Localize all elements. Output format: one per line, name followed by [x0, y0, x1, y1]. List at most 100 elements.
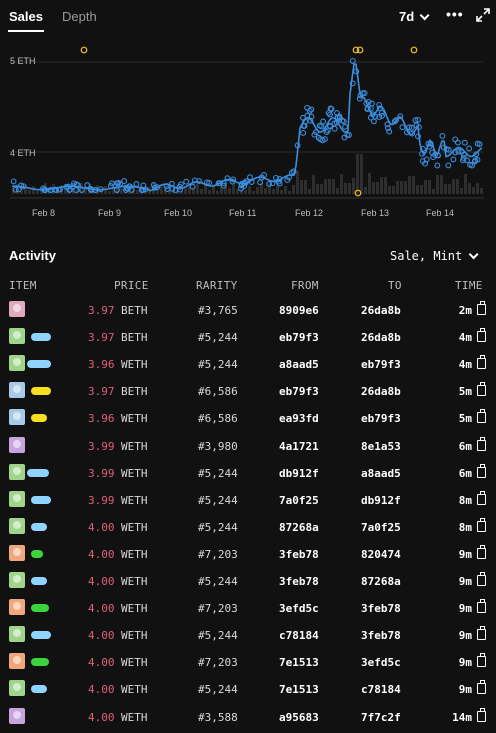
sale-price: 4.00 — [88, 683, 115, 697]
table-row[interactable]: 3.97 BETH #5,244 eb79f3 26da8b 4m — [0, 325, 496, 352]
table-row[interactable]: 4.00 WETH #7,203 3feb78 820474 9m — [0, 542, 496, 569]
table-row[interactable]: 4.00 WETH #7,203 3efd5c 3feb78 9m — [0, 596, 496, 623]
column-from[interactable]: FROM — [291, 279, 319, 292]
external-link-icon[interactable] — [477, 572, 486, 586]
external-link-icon[interactable] — [477, 653, 486, 668]
to-address[interactable]: 3efd5c — [361, 656, 401, 670]
from-address[interactable]: 87268a — [279, 520, 319, 534]
from-address[interactable]: ea93fd — [279, 412, 319, 426]
external-link-icon[interactable] — [477, 490, 486, 505]
from-address[interactable]: 4a1721 — [279, 439, 319, 453]
from-address[interactable]: 8909e6 — [279, 304, 319, 317]
from-address[interactable]: 7e1513 — [279, 683, 319, 697]
to-address[interactable]: 26da8b — [361, 304, 401, 317]
nft-thumbnail[interactable] — [9, 328, 25, 345]
table-row[interactable]: 3.97 BETH #3,765 8909e6 26da8b 2m — [0, 298, 496, 325]
table-row[interactable]: 4.00 WETH #5,244 7e1513 c78184 9m — [0, 677, 496, 704]
table-row[interactable]: 3.99 WETH #5,244 db912f a8aad5 6m — [0, 461, 496, 488]
nft-thumbnail[interactable] — [9, 707, 25, 724]
nft-thumbnail[interactable] — [9, 355, 25, 372]
column-price[interactable]: PRICE — [114, 279, 149, 292]
nft-thumbnail[interactable] — [9, 517, 25, 534]
to-address[interactable]: 7a0f25 — [361, 520, 401, 534]
to-address[interactable]: 26da8b — [361, 385, 401, 399]
nft-thumbnail[interactable] — [9, 490, 25, 507]
from-address[interactable]: eb79f3 — [279, 331, 319, 345]
external-link-icon[interactable] — [477, 382, 486, 397]
table-row[interactable]: 3.97 BETH #6,586 eb79f3 26da8b 5m — [0, 379, 496, 406]
to-address[interactable]: 3feb78 — [361, 629, 401, 643]
nft-thumbnail[interactable] — [9, 680, 25, 697]
from-address[interactable]: 7a0f25 — [279, 493, 319, 507]
external-link-icon[interactable] — [477, 301, 486, 315]
from-address[interactable]: 3efd5c — [279, 602, 319, 616]
to-address[interactable]: 26da8b — [361, 331, 401, 345]
external-link-icon[interactable] — [477, 409, 486, 424]
to-address[interactable]: 7f7c2f — [361, 710, 401, 724]
table-row[interactable]: 4.00 WETH #7,203 7e1513 3efd5c 9m — [0, 650, 496, 677]
external-link-icon[interactable] — [477, 707, 486, 722]
column-time[interactable]: TIME — [455, 279, 483, 292]
to-address[interactable]: 820474 — [361, 547, 401, 561]
to-address[interactable]: eb79f3 — [361, 358, 401, 372]
from-address[interactable]: a8aad5 — [279, 358, 319, 372]
nft-thumbnail[interactable] — [9, 626, 25, 643]
table-row[interactable]: 3.99 WETH #3,980 4a1721 8e1a53 6m — [0, 434, 496, 461]
table-row[interactable]: 3.99 WETH #5,244 7a0f25 db912f 8m — [0, 488, 496, 515]
table-row[interactable]: 4.00 WETH #3,588 a95683 7f7c2f 14m — [0, 705, 496, 732]
tab-sales[interactable]: Sales — [9, 9, 43, 24]
from-address[interactable]: 7e1513 — [279, 656, 319, 670]
x-label-feb9: Feb 9 — [98, 208, 121, 218]
nft-thumbnail[interactable] — [9, 463, 25, 480]
external-link-icon[interactable] — [477, 436, 486, 451]
more-options-icon[interactable]: ••• — [446, 6, 464, 22]
table-row[interactable]: 3.96 WETH #6,586 ea93fd eb79f3 5m — [0, 406, 496, 433]
sale-point — [12, 186, 19, 193]
expand-icon[interactable] — [476, 8, 490, 22]
nft-thumbnail[interactable] — [9, 653, 25, 670]
table-row[interactable]: 4.00 WETH #5,244 3feb78 87268a 9m — [0, 569, 496, 596]
from-address[interactable]: 3feb78 — [279, 547, 319, 561]
sales-chart[interactable]: 5 ETH 4 ETH Feb 8 Feb 9 Feb 10 Feb 11 Fe… — [0, 40, 496, 230]
volume-bar — [164, 189, 167, 194]
table-row[interactable]: 3.96 WETH #5,244 a8aad5 eb79f3 4m — [0, 352, 496, 379]
to-address[interactable]: a8aad5 — [361, 466, 401, 480]
column-rarity[interactable]: RARITY — [196, 279, 238, 292]
nft-thumbnail[interactable] — [9, 599, 25, 616]
external-link-icon[interactable] — [477, 544, 486, 559]
external-link-icon[interactable] — [477, 328, 486, 343]
nft-thumbnail[interactable] — [9, 409, 25, 426]
nft-thumbnail[interactable] — [9, 436, 25, 453]
sale-price: 4.00 — [88, 710, 115, 724]
table-row[interactable]: 4.00 WETH #5,244 87268a 7a0f25 8m — [0, 515, 496, 542]
nft-thumbnail[interactable] — [9, 544, 25, 561]
to-address[interactable]: 87268a — [361, 575, 401, 588]
sale-point — [385, 125, 391, 132]
from-address[interactable]: a95683 — [279, 710, 319, 724]
tab-depth[interactable]: Depth — [62, 9, 97, 24]
column-item[interactable]: ITEM — [9, 279, 37, 292]
nft-thumbnail[interactable] — [9, 382, 25, 399]
to-address[interactable]: db912f — [361, 493, 401, 507]
from-address[interactable]: eb79f3 — [279, 385, 319, 399]
nft-thumbnail[interactable] — [9, 301, 25, 317]
period-selector[interactable]: 7d — [399, 9, 430, 24]
external-link-icon[interactable] — [477, 680, 486, 695]
to-address[interactable]: 3feb78 — [361, 602, 401, 616]
volume-bar — [208, 190, 211, 194]
table-row[interactable]: 4.00 WETH #5,244 c78184 3feb78 9m — [0, 623, 496, 650]
to-address[interactable]: c78184 — [361, 683, 401, 697]
activity-filter-dropdown[interactable]: Sale, Mint — [390, 249, 479, 263]
external-link-icon[interactable] — [477, 517, 486, 532]
from-address[interactable]: db912f — [279, 466, 319, 480]
to-address[interactable]: 8e1a53 — [361, 439, 401, 453]
from-address[interactable]: c78184 — [279, 629, 319, 643]
to-address[interactable]: eb79f3 — [361, 412, 401, 426]
column-to[interactable]: TO — [388, 279, 402, 292]
external-link-icon[interactable] — [477, 355, 486, 370]
external-link-icon[interactable] — [477, 463, 486, 478]
from-address[interactable]: 3feb78 — [279, 575, 319, 588]
external-link-icon[interactable] — [477, 599, 486, 614]
external-link-icon[interactable] — [477, 626, 486, 641]
nft-thumbnail[interactable] — [9, 572, 25, 588]
